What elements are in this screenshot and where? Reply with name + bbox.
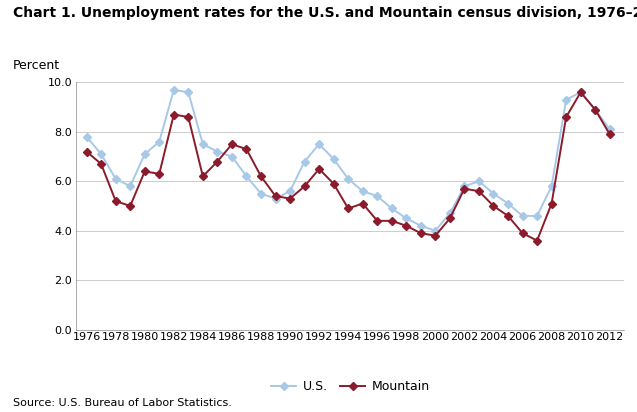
Legend: U.S., Mountain: U.S., Mountain [266, 375, 434, 398]
Text: Percent: Percent [13, 59, 60, 72]
Text: Source: U.S. Bureau of Labor Statistics.: Source: U.S. Bureau of Labor Statistics. [13, 398, 232, 408]
Text: Chart 1. Unemployment rates for the U.S. and Mountain census division, 1976–2012: Chart 1. Unemployment rates for the U.S.… [13, 6, 637, 20]
